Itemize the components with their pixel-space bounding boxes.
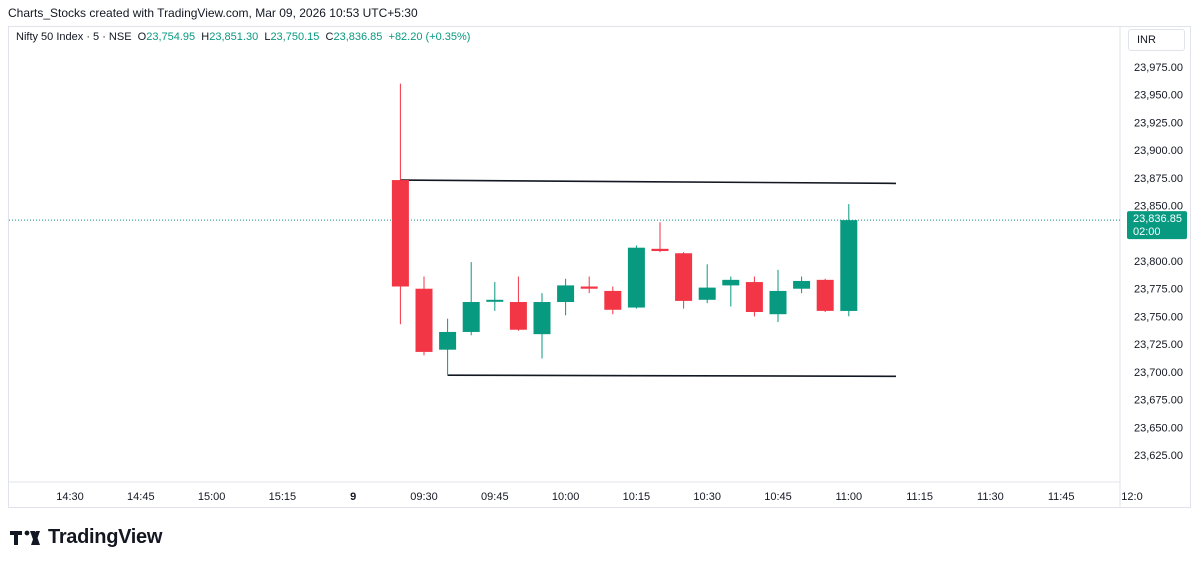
candle-body: [533, 302, 551, 335]
ohlc-legend: Nifty 50 Index · 5 · NSE O23,754.95 H23,…: [16, 31, 470, 43]
y-tick-label: 23,850.00: [1134, 201, 1183, 213]
candle-body: [509, 302, 527, 330]
open-value: 23,754.95: [146, 31, 196, 43]
close-label: C: [325, 31, 334, 43]
candle-body: [816, 279, 834, 311]
candle-body: [722, 279, 740, 286]
x-tick-label: 09:30: [410, 491, 438, 503]
chart-caption: Charts_Stocks created with TradingView.c…: [8, 6, 418, 20]
tradingview-logo: TradingView: [10, 526, 162, 549]
symbol-label: Nifty 50 Index · 5 · NSE: [16, 31, 132, 43]
y-tick-label: 23,925.00: [1134, 117, 1183, 129]
x-tick-label: 15:15: [269, 491, 297, 503]
y-tick-label: 23,700.00: [1134, 367, 1183, 379]
x-tick-label: 11:00: [835, 491, 862, 503]
x-tick-label: 15:00: [198, 491, 226, 503]
x-tick-label: 11:45: [1048, 491, 1075, 503]
y-tick-label: 23,800.00: [1134, 256, 1183, 268]
x-tick-label: 14:45: [127, 491, 155, 503]
candle-body: [557, 285, 575, 303]
tradingview-logo-text: TradingView: [48, 526, 163, 548]
candle-body: [486, 299, 504, 302]
candle-body: [769, 290, 787, 315]
candle-body: [793, 280, 811, 289]
candle-body: [462, 302, 480, 332]
y-tick-label: 23,750.00: [1134, 311, 1183, 323]
x-tick-label: 9: [350, 491, 356, 503]
high-value: 23,851.30: [209, 31, 259, 43]
y-tick-label: 23,875.00: [1134, 173, 1183, 185]
trendline: [400, 179, 897, 185]
x-tick-label: 10:00: [552, 491, 580, 503]
y-tick-label: 23,625.00: [1134, 450, 1183, 462]
high-label: H: [201, 31, 210, 43]
x-tick-label: 09:45: [481, 491, 509, 503]
currency-button[interactable]: INR: [1128, 29, 1185, 51]
y-tick-label: 23,775.00: [1134, 284, 1183, 296]
y-tick-label: 23,900.00: [1134, 145, 1183, 157]
low-label: L: [264, 31, 271, 43]
countdown-label: 02:00: [1133, 226, 1161, 238]
x-tick-label: 14:30: [56, 491, 84, 503]
trendline: [447, 374, 897, 378]
candle-body: [580, 286, 598, 289]
candle-body: [391, 180, 409, 287]
y-tick-label: 23,725.00: [1134, 339, 1183, 351]
candle-body: [439, 331, 457, 350]
x-tick-label: 10:45: [764, 491, 792, 503]
candle-body: [627, 247, 645, 308]
last-price-label: 23,836.85: [1133, 213, 1182, 225]
candle-body: [698, 287, 716, 300]
tradingview-logo-icon: [10, 530, 40, 545]
close-value: 23,836.85: [333, 31, 383, 43]
x-tick-label: 11:15: [906, 491, 933, 503]
candle-body: [651, 248, 669, 252]
x-tick-label: 10:15: [623, 491, 651, 503]
candle-body: [604, 290, 622, 310]
candle-body: [415, 288, 433, 352]
chart-pane[interactable]: [8, 26, 1191, 508]
x-tick-label: 11:30: [977, 491, 1004, 503]
y-tick-label: 23,650.00: [1134, 422, 1183, 434]
y-tick-label: 23,675.00: [1134, 395, 1183, 407]
change-value: +82.20 (+0.35%): [388, 31, 471, 43]
candle-body: [840, 220, 858, 311]
candle-body: [745, 282, 763, 312]
open-label: O: [137, 31, 147, 43]
y-tick-label: 23,950.00: [1134, 90, 1183, 102]
low-value: 23,750.15: [270, 31, 320, 43]
x-tick-label: 12:0: [1121, 491, 1142, 503]
x-tick-label: 10:30: [693, 491, 721, 503]
y-tick-label: 23,975.00: [1134, 62, 1183, 74]
last-price-tag: [1127, 211, 1187, 240]
candle-body: [675, 253, 693, 301]
